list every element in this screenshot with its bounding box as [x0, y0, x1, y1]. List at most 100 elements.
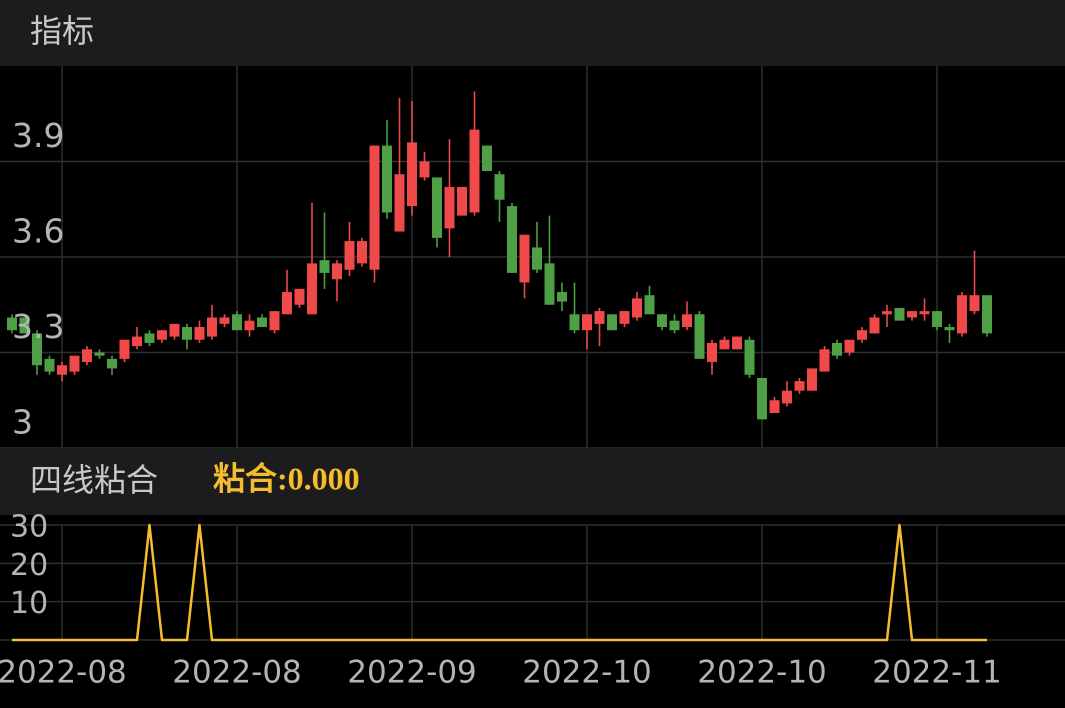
candle-body	[494, 174, 505, 200]
candle-body	[907, 311, 917, 318]
x-tick-label: 2022-08	[172, 655, 302, 691]
candle-body	[219, 317, 230, 324]
candle-body	[807, 368, 817, 391]
candle-body	[307, 263, 317, 315]
candle-body	[694, 314, 705, 359]
x-tick-label: 2022-08	[0, 655, 127, 691]
candle-body	[144, 333, 155, 343]
candle-body	[157, 330, 167, 340]
candle-body	[532, 247, 542, 270]
x-tick-label: 2022-10	[522, 655, 652, 691]
candle-body	[407, 142, 417, 207]
price-panel	[0, 66, 1065, 448]
x-tick-label: 2022-10	[697, 655, 827, 691]
x-tick-label: 2022-11	[872, 655, 1002, 691]
candle-body	[269, 311, 280, 331]
candle-body	[894, 307, 905, 321]
y-tick-label: 20	[10, 548, 48, 583]
candle-body	[507, 206, 517, 273]
candle-body	[757, 377, 767, 420]
header-bar	[0, 0, 1065, 66]
candle-body	[32, 333, 42, 366]
candle-body	[119, 339, 130, 359]
y-tick-label: 3	[12, 403, 33, 442]
candle-body	[182, 327, 192, 340]
candle-body	[582, 314, 592, 331]
y-tick-label: 3.9	[12, 116, 64, 155]
candle-body	[857, 330, 867, 340]
candle-body	[482, 145, 492, 172]
candle-body	[732, 336, 742, 350]
y-tick-label: 3.6	[12, 212, 64, 251]
candle-body	[519, 234, 530, 283]
candle-body	[257, 317, 267, 328]
candle-body	[319, 260, 330, 273]
candle-body	[469, 129, 480, 213]
candle-body	[107, 358, 117, 369]
candle-body	[719, 339, 730, 350]
candle-body	[594, 311, 605, 324]
candle-body	[357, 241, 367, 264]
candle-body	[619, 311, 630, 324]
candle-body	[957, 295, 967, 334]
candle-body	[7, 317, 17, 331]
candle-body	[919, 311, 930, 315]
candle-body	[832, 342, 842, 356]
candle-body	[57, 365, 67, 375]
candle-body	[457, 186, 467, 216]
y-tick-label: 3.3	[12, 307, 64, 346]
candle-body	[869, 317, 880, 334]
candle-body	[769, 400, 780, 413]
indicator-line	[12, 523, 987, 642]
indicator-bar	[0, 448, 1065, 515]
candle-body	[419, 161, 430, 178]
candle-body	[932, 311, 942, 328]
candle-body	[282, 292, 292, 315]
candle-body	[657, 314, 667, 328]
candle-body	[982, 295, 992, 334]
candle-body	[294, 288, 305, 305]
candle-body	[169, 323, 180, 337]
candle-body	[669, 320, 680, 331]
candle-body	[882, 311, 892, 315]
candle-body	[69, 355, 80, 372]
candle-body	[132, 336, 142, 347]
candle-body	[557, 292, 567, 302]
candle-body	[332, 263, 342, 280]
indicator-title: 四线粘合	[30, 461, 158, 499]
candle-body	[544, 263, 555, 305]
candle-body	[94, 352, 105, 356]
candle-body	[44, 358, 55, 372]
candle-body	[794, 381, 805, 391]
panel-title: 指标	[30, 12, 94, 50]
candle-body	[844, 339, 855, 353]
candle-body	[782, 390, 792, 404]
candle-body	[194, 327, 205, 340]
candle-body	[682, 314, 692, 328]
y-tick-label: 10	[10, 586, 48, 621]
candle-body	[444, 186, 455, 229]
candle-body	[82, 349, 92, 363]
candle-body	[19, 317, 30, 334]
candle-body	[819, 349, 830, 372]
candle-body	[382, 145, 392, 213]
candle-body	[369, 145, 380, 270]
candle-body	[394, 174, 405, 232]
candle-body	[344, 241, 355, 270]
candle-body	[644, 295, 655, 315]
candle-body	[944, 327, 955, 331]
candle-body	[632, 298, 642, 318]
candle-body	[969, 295, 980, 312]
candle-body	[707, 342, 717, 363]
y-tick-label: 30	[10, 510, 48, 545]
indicator-panel	[0, 523, 1065, 642]
candle-body	[607, 314, 617, 331]
candle-body	[207, 317, 217, 337]
candle-body	[244, 320, 255, 331]
candle-body	[432, 177, 442, 238]
candle-body	[569, 314, 580, 331]
indicator-value: 粘合:0.000	[213, 460, 360, 496]
candle-body	[744, 339, 755, 375]
